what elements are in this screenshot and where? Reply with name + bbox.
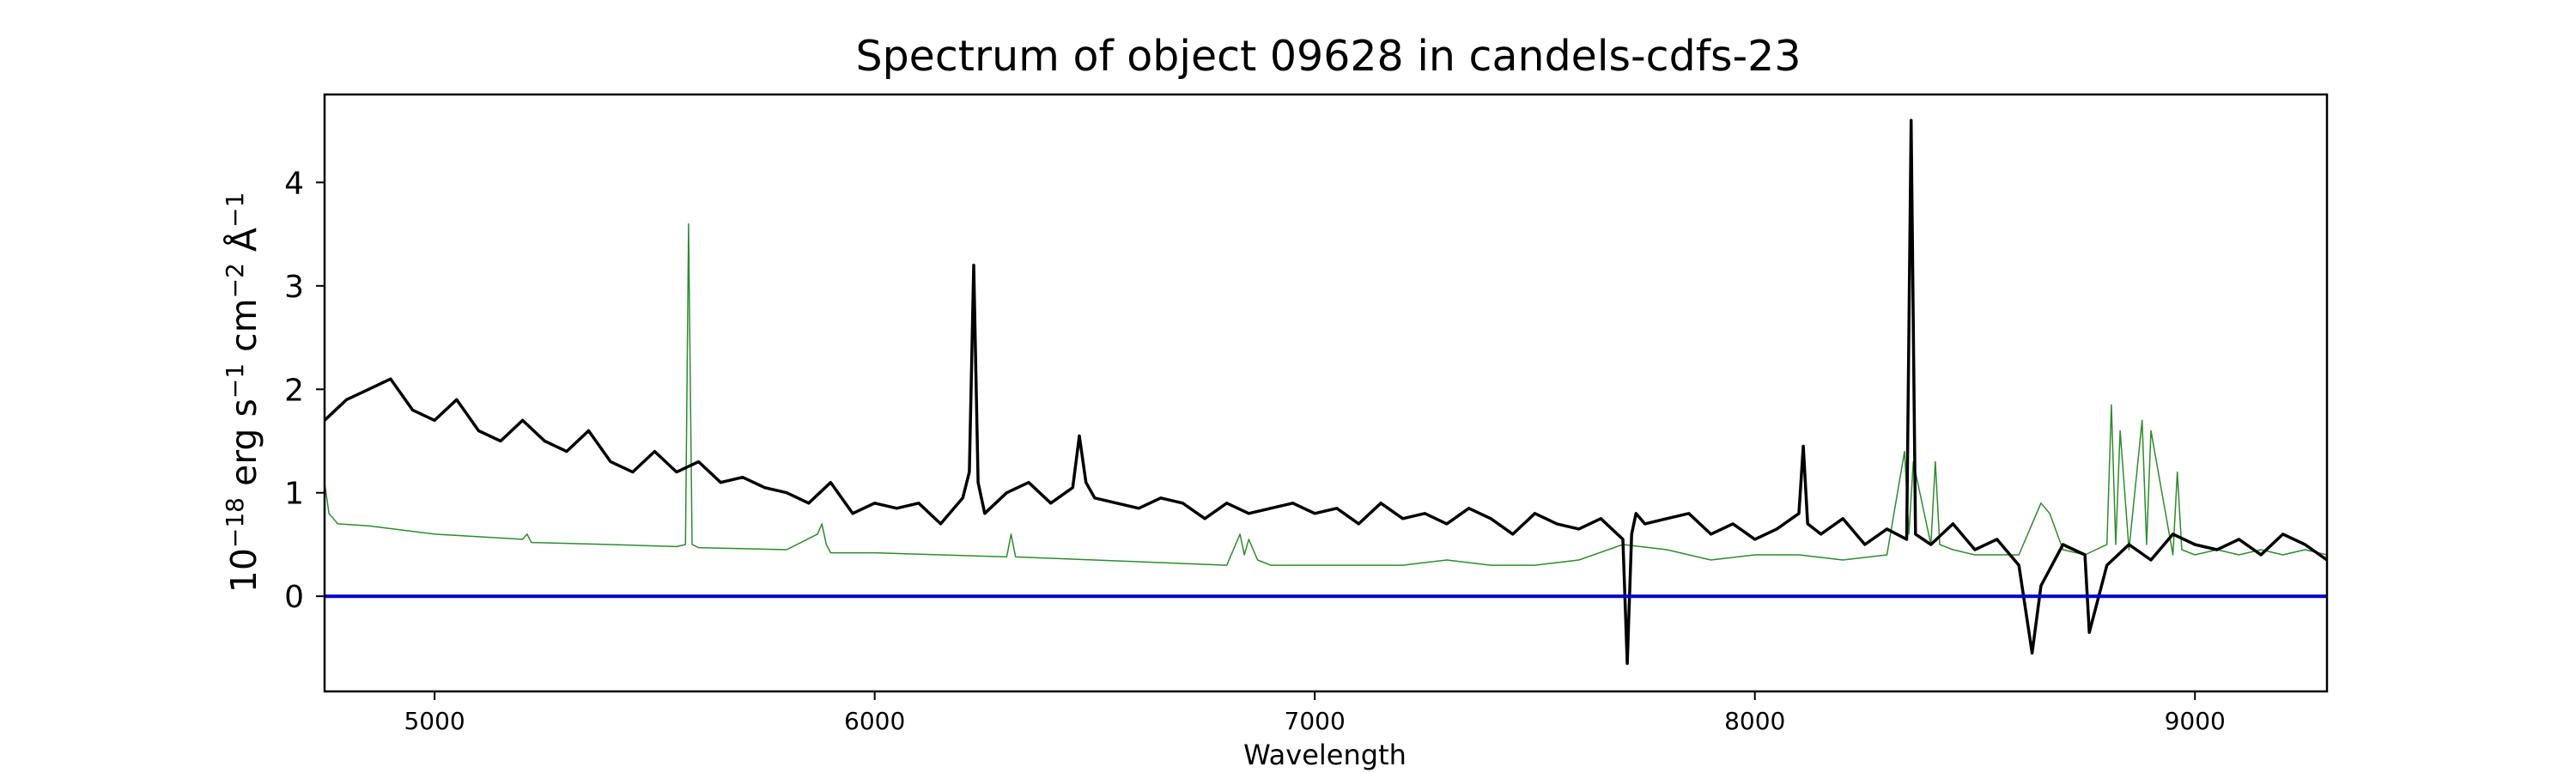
y-axis-label-exp1: −18 [221,497,249,548]
series-layer [323,119,2329,666]
x-tick-label: 9000 [2165,707,2226,735]
y-axis-label: 10−18 erg s−1 cm−2 Å−1 [221,192,264,593]
chart-title: Spectrum of object 09628 in candels-cdfs… [855,32,1801,81]
y-axis-label-ang: Å [223,228,264,263]
y-tick-label: 4 [284,166,304,201]
plot-frame [323,93,2329,693]
y-tick-label: 3 [284,270,304,305]
y-tick-label: 0 [284,580,304,615]
sky-series-line [324,222,2328,566]
y-axis-label-exp2: −1 [221,363,249,399]
flux-series-line [323,119,2329,666]
y-axis-label-exp3: −2 [221,263,249,298]
x-axis-label: Wavelength [1243,739,1406,771]
ticks-layer: 5000 6000 7000 8000 9000 0 1 2 3 4 [284,166,2226,735]
plot-background [325,94,2327,691]
y-axis-label-erg: erg s [223,399,264,497]
x-tick-label: 7000 [1285,707,1346,735]
y-axis-label-cm: cm [223,298,264,363]
y-axis-label-base: 10 [223,548,264,593]
y-tick-label: 1 [284,477,304,512]
y-tick-label: 2 [284,373,304,408]
plot-area: 5000 6000 7000 8000 9000 0 1 2 3 4 [284,93,2329,735]
x-tick-label: 6000 [844,707,905,735]
x-tick-label: 5000 [404,707,465,735]
y-axis-label-exp4: −1 [221,192,249,228]
x-tick-label: 8000 [1724,707,1785,735]
